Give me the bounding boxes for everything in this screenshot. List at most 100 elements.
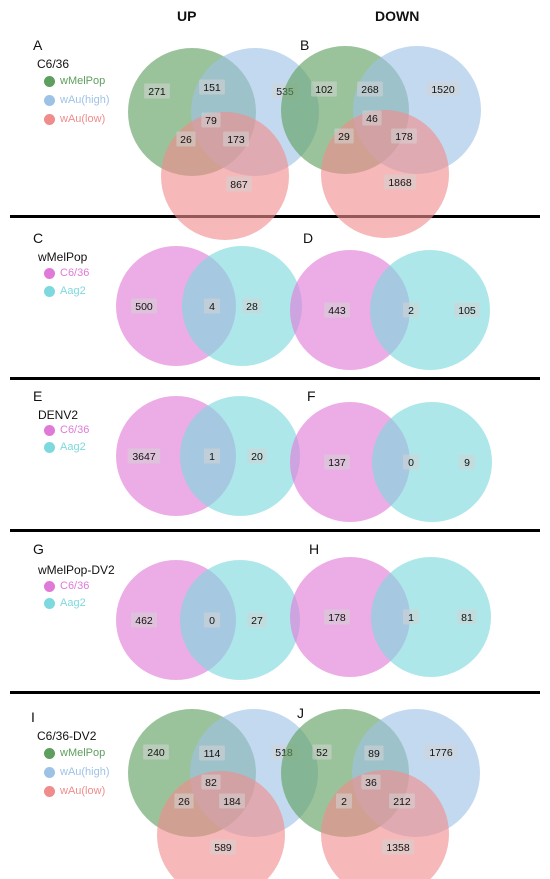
venn-region-label: 173: [223, 131, 249, 147]
row-title-c6-36: C6/36: [37, 57, 70, 71]
venn-count: 81: [461, 612, 473, 624]
venn-region-label: 9: [459, 454, 475, 470]
venn-count: 0: [209, 615, 215, 627]
venn-count: 27: [251, 615, 263, 627]
section-divider: [10, 691, 540, 694]
venn-circle-wau-low-: [161, 112, 289, 240]
venn-circle-aag2: [182, 246, 302, 366]
section-divider: [10, 529, 540, 532]
panel-letter-e: E: [33, 388, 43, 404]
venn-count: 240: [147, 747, 165, 759]
venn-count: 2: [341, 796, 347, 808]
legend-label: Aag2: [60, 597, 86, 609]
panel-letter-a: A: [33, 37, 43, 53]
venn-count: 1: [209, 451, 215, 463]
venn-region-label: 20: [247, 448, 267, 464]
venn-region-label: 1: [403, 609, 419, 625]
venn-region-label: 2: [403, 302, 419, 318]
legend-dot: [44, 766, 55, 778]
section-divider: [10, 377, 540, 380]
venn-label-box: [144, 83, 170, 99]
venn-label-box: [424, 744, 458, 760]
venn-label-box: [403, 454, 419, 470]
column-header-down: DOWN: [375, 8, 420, 24]
venn-label-box: [199, 79, 225, 95]
venn-label-box: [131, 298, 157, 314]
venn-region-label: 26: [174, 793, 194, 809]
legend-label: C6/36: [60, 424, 90, 436]
legend-dot: [44, 785, 55, 797]
venn-region-label: 0: [204, 612, 220, 628]
venn-region-label: 212: [389, 793, 415, 809]
venn-count: 443: [328, 305, 346, 317]
venn-region-label: 46: [362, 110, 382, 126]
venn-label-box: [219, 793, 245, 809]
venn-label-box: [403, 302, 419, 318]
legend-label: Aag2: [60, 285, 86, 297]
venn-region-label: 114: [199, 745, 225, 761]
venn-region-label: 443: [324, 302, 350, 318]
venn-count: 268: [361, 84, 379, 96]
venn-count: 29: [338, 131, 350, 143]
legend-item: C6/36: [44, 580, 89, 592]
venn-label-box: [201, 774, 221, 790]
panel-letter-f: F: [307, 388, 316, 404]
panel-letter-g: G: [33, 541, 44, 557]
venn-label-box: [176, 131, 196, 147]
row-title-wmelpop: wMelPop: [38, 250, 88, 264]
panel-letter-i: I: [31, 709, 35, 725]
venn-count: 114: [204, 748, 221, 760]
venn-count: 26: [178, 796, 190, 808]
venn-count: 82: [205, 777, 217, 789]
venn-label-box: [143, 744, 169, 760]
venn-region-label: 1520: [426, 81, 460, 97]
column-header-up: UP: [177, 8, 197, 24]
legend-item: Aag2: [44, 285, 86, 297]
row-title-wmelpop-dv2: wMelPop-DV2: [38, 563, 115, 577]
venn-region-label: 268: [357, 81, 383, 97]
venn-region-label: 4: [204, 298, 220, 314]
venn-region-label: 36: [361, 774, 381, 790]
venn-label-box: [324, 454, 350, 470]
venn-count: 589: [214, 842, 232, 854]
venn-label-box: [383, 174, 417, 190]
venn-label-box: [389, 793, 415, 809]
legend-label: wAu(high): [60, 766, 110, 778]
venn-count: 271: [148, 86, 166, 98]
venn-region-label: 867: [226, 176, 252, 192]
venn-count: 173: [227, 134, 245, 146]
venn-region-label: 89: [364, 745, 384, 761]
venn-label-box: [362, 110, 382, 126]
venn-label-box: [361, 774, 381, 790]
venn-count: 9: [464, 457, 470, 469]
legend-dot: [44, 747, 55, 759]
venn-region-label: 137: [324, 454, 350, 470]
legend-dot: [44, 113, 55, 125]
venn-region-label: 52: [312, 744, 332, 760]
venn-label-box: [131, 612, 157, 628]
venn-label-box: [324, 609, 350, 625]
venn-label-box: [391, 128, 417, 144]
venn-count: 1868: [388, 177, 412, 189]
venn-count: 2: [408, 305, 414, 317]
venn-count: 102: [315, 84, 333, 96]
venn-count: 500: [135, 301, 153, 313]
legend-dot: [44, 285, 55, 297]
venn-label-box: [210, 839, 236, 855]
venn-circle-wau-low-: [321, 770, 449, 879]
venn-region-label: 178: [391, 128, 417, 144]
legend-dot: [44, 597, 55, 609]
panel-letter-c: C: [33, 230, 44, 246]
venn-region-label: 1358: [381, 839, 415, 855]
legend-item: Aag2: [44, 597, 86, 609]
venn-circle-aag2: [370, 250, 490, 370]
venn-label-box: [357, 81, 383, 97]
legend-label: wMelPop: [60, 75, 106, 87]
legend-item: wAu(low): [44, 113, 105, 125]
venn-count: 184: [223, 796, 241, 808]
venn-label-box: [454, 302, 480, 318]
venn-count: 0: [408, 457, 414, 469]
venn-label-box: [204, 448, 220, 464]
section-divider: [10, 215, 540, 218]
